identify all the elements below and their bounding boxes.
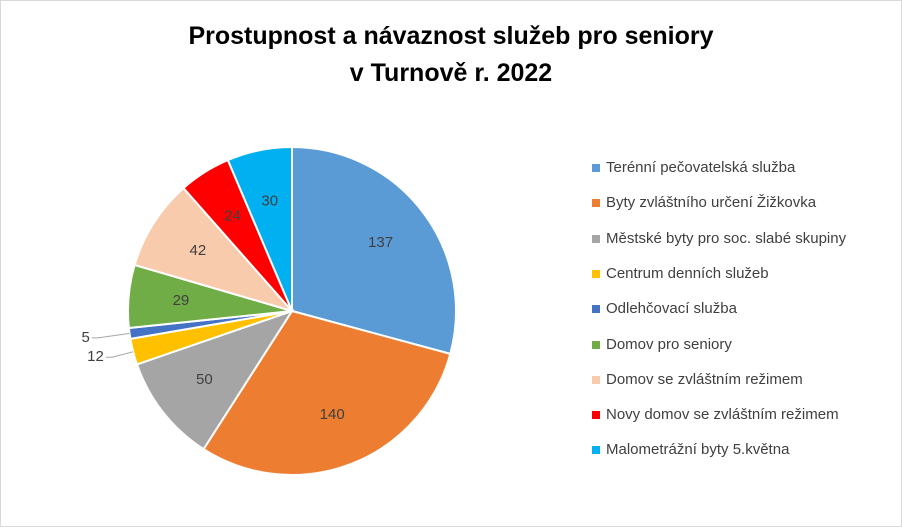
legend-label-2: Městské byty pro soc. slabé skupiny: [606, 229, 847, 247]
pie-slice-2: [135, 309, 295, 451]
legend-label-3: Centrum denních služeb: [606, 264, 769, 282]
legend-label-4: Odlehčovací služba: [606, 300, 737, 318]
legend-swatch-2: [592, 234, 600, 243]
legend-swatch-8: [592, 446, 600, 455]
legend-swatch-0: [592, 164, 600, 172]
data-label-0: 137: [368, 234, 393, 251]
legend-label-5: Domov pro seniory: [606, 335, 732, 353]
chart-title-line-1: Prostupnost a návaznost služeb pro senio…: [188, 22, 714, 50]
pie-slice-1: [202, 309, 452, 476]
legend-swatch-7: [592, 411, 600, 420]
pie-slice-6: [133, 186, 296, 313]
legend-swatch-6: [592, 375, 600, 384]
data-label-8: 30: [261, 193, 278, 210]
legend-label-0: Terénní pečovatelská služba: [606, 159, 796, 176]
legend-label-6: Domov se zvláštním režimem: [606, 370, 803, 388]
data-label-7: 24: [224, 208, 241, 225]
data-label-4: 5: [82, 329, 90, 346]
leader-line-3: [105, 351, 134, 358]
data-label-2: 50: [196, 371, 213, 388]
pie-slice-8: [226, 145, 293, 312]
data-label-1: 140: [320, 406, 345, 423]
legend-swatch-1: [592, 199, 600, 208]
data-label-6: 42: [190, 242, 207, 259]
leader-line-4: [91, 332, 130, 339]
pie-slice-0: [291, 145, 457, 356]
legend-swatch-4: [592, 305, 600, 314]
chart-title-line-2: v Turnově r. 2022: [349, 59, 553, 87]
chart-title: Prostupnost a návaznost služeb pro senio…: [0, 18, 902, 92]
data-label-3: 12: [87, 348, 104, 365]
legend-swatch-5: [592, 340, 600, 349]
legend-label-1: Byty zvláštního určení Žižkovka: [606, 194, 817, 212]
data-label-5: 29: [173, 292, 190, 309]
legend-label-8: Malometrážní byty 5.května: [606, 441, 790, 459]
legend-label-7: Novy domov se zvláštním režimem: [606, 406, 839, 424]
legend-swatch-3: [592, 269, 600, 278]
